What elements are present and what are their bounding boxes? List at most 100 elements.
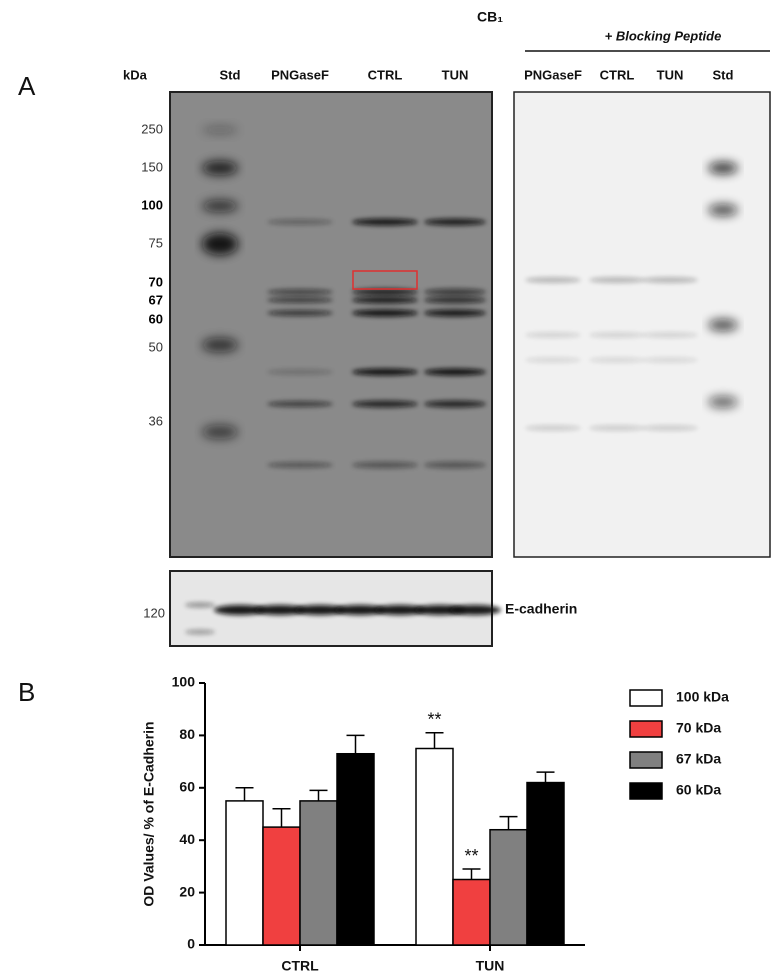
- marker-label: 100: [141, 197, 163, 212]
- marker-label: 67: [149, 292, 163, 307]
- bar: [262, 826, 301, 946]
- marker-label: 75: [149, 235, 163, 250]
- blot-band: [214, 605, 266, 615]
- blot-band: [642, 332, 698, 338]
- significance: **: [464, 846, 478, 866]
- y-tick-label: 80: [179, 726, 195, 742]
- lane-label: PNGaseF: [271, 67, 329, 82]
- legend-swatch: [629, 689, 663, 707]
- y-tick-label: 60: [179, 779, 195, 795]
- blot-band: [525, 332, 581, 338]
- blot-band: [202, 126, 238, 134]
- blot-band: [424, 309, 486, 317]
- blot-band: [352, 288, 418, 296]
- blot-band: [352, 296, 418, 304]
- legend-label: 67 kDa: [676, 751, 721, 767]
- blot-band: [352, 461, 418, 469]
- lane-label: CTRL: [600, 67, 635, 82]
- panel-label: A: [18, 71, 36, 101]
- panel-label: B: [18, 677, 35, 707]
- legend-swatch: [629, 751, 663, 769]
- blot-band: [589, 357, 645, 363]
- error-bar: [462, 868, 481, 880]
- blot-band: [352, 400, 418, 408]
- bar: [225, 800, 264, 946]
- error-bar: [346, 734, 365, 754]
- blot-band: [424, 400, 486, 408]
- error-bar: [272, 808, 291, 828]
- blot-band: [424, 461, 486, 469]
- blot-band: [589, 425, 645, 431]
- blot-band: [449, 605, 501, 615]
- error-bar: [425, 732, 444, 749]
- blot-title: CB₁: [477, 9, 503, 25]
- blot-band: [708, 162, 738, 174]
- blot-band: [352, 368, 418, 376]
- blot-band: [589, 277, 645, 283]
- lane-label: CTRL: [368, 67, 403, 82]
- blot-band: [589, 332, 645, 338]
- blot-band: [424, 288, 486, 296]
- error-bar: [536, 771, 555, 783]
- blot-band: [254, 605, 306, 615]
- blot-band: [185, 629, 215, 635]
- bar: [526, 781, 565, 946]
- legend-swatch: [629, 782, 663, 800]
- significance: **: [427, 710, 441, 730]
- highlight-box: [352, 270, 418, 290]
- blot-band: [525, 277, 581, 283]
- blot-band: [424, 296, 486, 304]
- blot-band: [352, 218, 418, 226]
- y-axis-label: OD Values/ % of E-Cadherin: [141, 721, 157, 906]
- blot-band: [202, 233, 238, 255]
- error-bar: [235, 787, 254, 801]
- bar: [299, 800, 338, 946]
- x-tick-label: TUN: [476, 958, 505, 974]
- lane-label: PNGaseF: [524, 67, 582, 82]
- blot-band: [525, 357, 581, 363]
- blot-band: [424, 368, 486, 376]
- lane-label: TUN: [442, 67, 469, 82]
- bands: [185, 126, 738, 635]
- lane-label: Std: [713, 67, 734, 82]
- marker-label: 50: [149, 339, 163, 354]
- y-tick-label: 20: [179, 883, 195, 899]
- blocking-label: + Blocking Peptide: [605, 28, 722, 43]
- bar: [336, 752, 375, 946]
- blot-band: [294, 605, 346, 615]
- blot-band: [202, 200, 238, 212]
- kda-label: kDa: [123, 67, 148, 82]
- blot-band: [202, 425, 238, 439]
- blot-band: [374, 605, 426, 615]
- blot-band: [708, 319, 738, 331]
- blot-band: [642, 357, 698, 363]
- marker-label: 36: [149, 413, 163, 428]
- blot-band: [642, 277, 698, 283]
- blot-band: [202, 161, 238, 175]
- lane-label: Std: [220, 67, 241, 82]
- y-tick-label: 40: [179, 831, 195, 847]
- blot-band: [267, 401, 333, 407]
- blot-band: [424, 218, 486, 226]
- blot-band: [708, 204, 738, 216]
- blot-band: [708, 396, 738, 408]
- marker-label: 60: [149, 311, 163, 326]
- marker-label: 150: [141, 159, 163, 174]
- blot-band: [267, 310, 333, 316]
- blot-band: [185, 602, 215, 608]
- legend-label: 70 kDa: [676, 720, 721, 736]
- blot-band: [642, 425, 698, 431]
- blot-band: [352, 309, 418, 317]
- lane-label: TUN: [657, 67, 684, 82]
- legend-label: 100 kDa: [676, 689, 729, 705]
- y-tick-label: 0: [187, 936, 195, 952]
- bar: [415, 747, 454, 946]
- y-tick-label: 100: [172, 674, 196, 690]
- blot-band: [267, 297, 333, 303]
- legend-label: 60 kDa: [676, 782, 721, 798]
- blot-band: [267, 219, 333, 225]
- blot-band: [267, 289, 333, 295]
- error-bar: [499, 815, 518, 830]
- legend-swatch: [629, 720, 663, 738]
